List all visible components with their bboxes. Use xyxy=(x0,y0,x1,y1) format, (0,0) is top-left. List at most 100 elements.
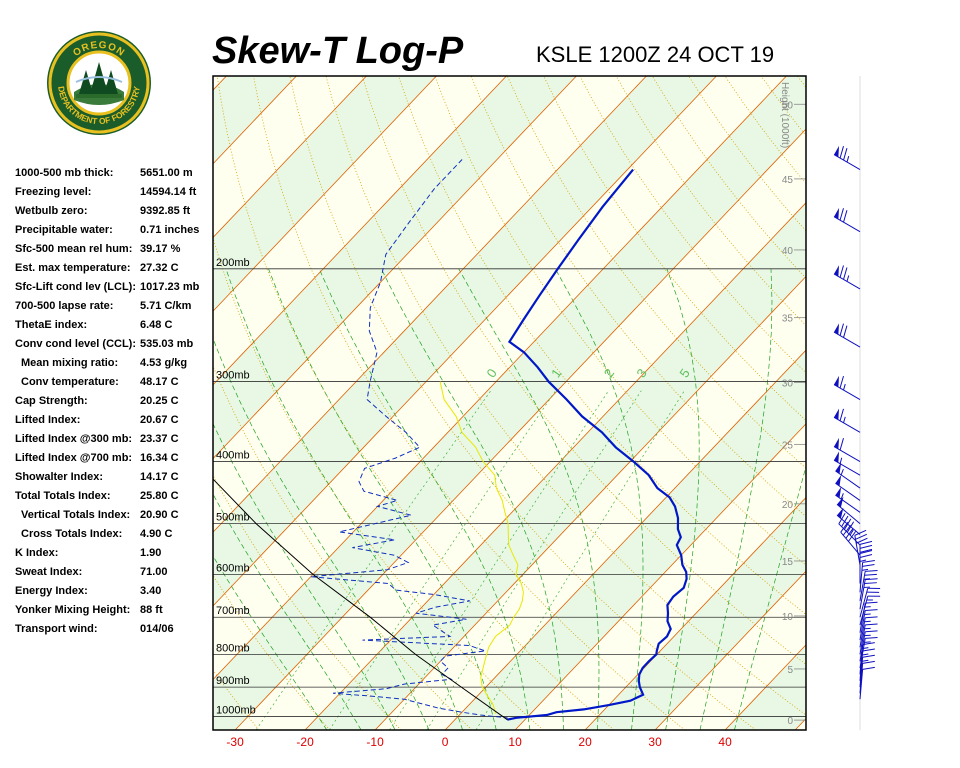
stat-value: 14594.14 ft xyxy=(140,186,197,198)
wind-barb xyxy=(835,486,861,513)
stat-label: Freezing level: xyxy=(15,186,92,198)
wind-barb xyxy=(859,549,873,584)
stat-row: Lifted Index: 20.67 C xyxy=(15,414,215,433)
wind-barb-full xyxy=(855,537,868,544)
wind-barb-full xyxy=(862,559,875,563)
stat-label: Sfc-Lift cond lev (LCL): xyxy=(15,281,136,293)
stat-value: 6.48 C xyxy=(140,319,173,331)
stat-label: Conv temperature: xyxy=(21,376,119,388)
stat-label: Transport wind: xyxy=(15,623,98,635)
wind-barb-full xyxy=(843,148,848,161)
stat-label: Precipitable water: xyxy=(15,224,113,236)
wind-barb-half xyxy=(839,457,843,464)
wind-barb-full xyxy=(845,528,854,539)
wind-barb xyxy=(859,642,875,675)
x-tick-label: 20 xyxy=(578,735,592,749)
stat-row: Vertical Totals Index: 20.90 C xyxy=(15,509,215,528)
moist-adiabat-line xyxy=(665,268,700,730)
wind-barb-full xyxy=(864,582,877,585)
wind-barb-staff xyxy=(859,579,866,610)
stat-value: 9392.85 ft xyxy=(140,205,191,217)
wind-barb xyxy=(859,666,875,700)
wind-barb-full xyxy=(865,609,878,612)
stat-label: Wetbulb zero: xyxy=(15,205,88,217)
wind-barb-full xyxy=(865,623,878,626)
wind-barb xyxy=(833,207,861,233)
wind-barb xyxy=(859,660,875,694)
moist-adiabat-line xyxy=(734,465,806,730)
wind-barb xyxy=(859,559,875,593)
isotherm-line xyxy=(304,202,806,730)
wind-barb-staff xyxy=(840,531,861,556)
x-tick-label: 0 xyxy=(442,735,449,749)
wind-barb xyxy=(833,451,861,476)
dry-adiabat-line xyxy=(470,76,806,517)
isotherm-line xyxy=(213,76,577,460)
mixing-ratio-line xyxy=(389,390,609,730)
wind-barb-half xyxy=(862,647,869,650)
stat-row: Conv temperature: 48.17 C xyxy=(15,376,215,395)
isobar-label: 700mb xyxy=(216,605,250,617)
wind-barb-full xyxy=(839,408,844,421)
wind-barb-half xyxy=(849,529,854,536)
stat-row: ThetaE index: 6.48 C xyxy=(15,319,215,338)
height-tick-label: 45 xyxy=(782,175,794,186)
stat-row: Sfc-500 mean rel hum: 39.17 % xyxy=(15,243,215,262)
height-tick-label: 5 xyxy=(787,665,793,676)
wind-barb xyxy=(859,616,878,648)
wind-barb-staff xyxy=(859,663,864,694)
wind-barb xyxy=(859,623,878,655)
wind-barb-pennant xyxy=(834,145,840,158)
stat-value: 48.17 C xyxy=(140,376,179,388)
isobar-label: 800mb xyxy=(216,642,250,654)
stat-row: 1000-500 mb thick: 5651.00 m xyxy=(15,167,215,186)
isotherm-line xyxy=(374,275,806,730)
moist-adiabat-line xyxy=(458,268,600,730)
wind-barb-full xyxy=(844,518,852,530)
wind-barb-staff xyxy=(859,562,864,593)
wind-barb-pennant xyxy=(834,323,840,335)
stat-label: Showalter Index: xyxy=(15,471,104,483)
wind-barb-full xyxy=(862,666,875,670)
wind-barb-half xyxy=(846,275,850,282)
isotherm-line xyxy=(865,76,960,730)
stat-value: 16.34 C xyxy=(140,452,179,464)
moist-adiabat-line xyxy=(318,268,531,730)
wind-barb xyxy=(859,648,875,681)
wind-barb xyxy=(859,601,878,633)
isotherm-line xyxy=(213,76,437,312)
wind-barb xyxy=(835,462,861,489)
wind-barb-pennant xyxy=(834,375,840,388)
wind-barb-staff xyxy=(833,416,861,433)
stat-label: Mean mixing ratio: xyxy=(21,357,119,369)
stat-label: K Index: xyxy=(15,547,59,559)
height-tick-label: 0 xyxy=(787,716,793,727)
wind-barb-full xyxy=(865,601,878,604)
wind-barb xyxy=(833,437,861,463)
dry-adiabat-line xyxy=(289,76,757,730)
stat-value: 1017.23 mb xyxy=(140,281,200,293)
stat-row: Total Totals Index: 25.80 C xyxy=(15,490,215,509)
isobar-label: 200mb xyxy=(216,257,250,269)
dry-adiabat-line xyxy=(253,76,686,730)
wind-barb-full xyxy=(864,573,877,576)
wind-barb-full xyxy=(854,529,867,536)
stat-row: Conv cond level (CCL): 535.03 mb xyxy=(15,338,215,357)
wind-barb-full xyxy=(859,549,873,554)
wind-barb-staff xyxy=(833,384,861,400)
stat-row: Est. max temperature: 27.32 C xyxy=(15,262,215,281)
chart-title: Skew-T Log-P xyxy=(212,30,464,72)
stat-value: 0.71 inches xyxy=(140,224,200,236)
moist-adiabat-line xyxy=(554,268,644,730)
wind-barb xyxy=(835,475,861,501)
isotherm-line xyxy=(0,76,156,730)
series-parcel-line xyxy=(213,478,508,721)
wind-barb-full xyxy=(862,648,875,652)
stat-label: Conv cond level (CCL): xyxy=(15,338,137,350)
height-tick-label: 40 xyxy=(782,246,794,257)
stat-label: Sfc-500 mean rel hum: xyxy=(15,243,133,255)
stat-value: 39.17 % xyxy=(140,243,181,255)
wind-barb-staff xyxy=(859,624,866,655)
stat-value: 23.37 C xyxy=(140,433,179,445)
